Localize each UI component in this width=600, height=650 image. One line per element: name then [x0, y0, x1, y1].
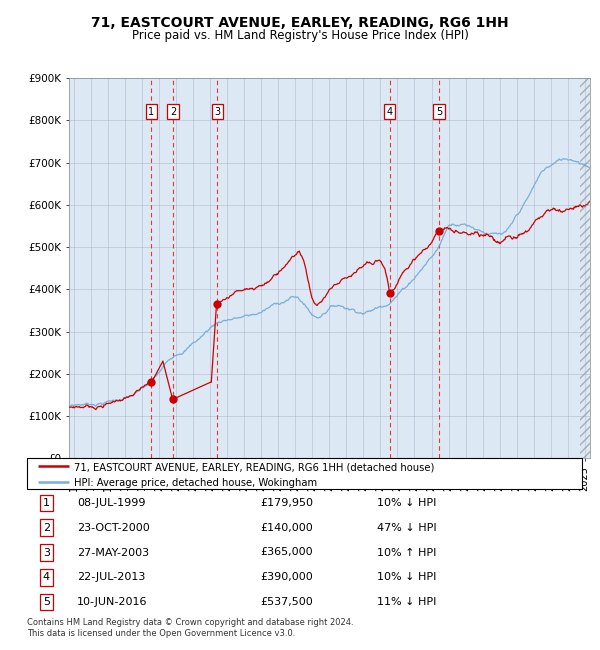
- Text: 4: 4: [387, 107, 393, 117]
- Text: Contains HM Land Registry data © Crown copyright and database right 2024.: Contains HM Land Registry data © Crown c…: [27, 618, 353, 627]
- Text: 71, EASTCOURT AVENUE, EARLEY, READING, RG6 1HH: 71, EASTCOURT AVENUE, EARLEY, READING, R…: [91, 16, 509, 30]
- Text: 3: 3: [43, 547, 50, 558]
- Text: £140,000: £140,000: [260, 523, 313, 533]
- Text: HPI: Average price, detached house, Wokingham: HPI: Average price, detached house, Woki…: [74, 478, 317, 488]
- FancyBboxPatch shape: [27, 458, 582, 489]
- Text: 10% ↓ HPI: 10% ↓ HPI: [377, 498, 436, 508]
- Text: 27-MAY-2003: 27-MAY-2003: [77, 547, 149, 558]
- Text: 47% ↓ HPI: 47% ↓ HPI: [377, 523, 436, 533]
- Bar: [580, 78, 596, 458]
- Text: 2: 2: [43, 523, 50, 533]
- Text: 08-JUL-1999: 08-JUL-1999: [77, 498, 145, 508]
- Text: 10% ↓ HPI: 10% ↓ HPI: [377, 572, 436, 582]
- Text: 1: 1: [43, 498, 50, 508]
- Text: 1: 1: [148, 107, 154, 117]
- Text: 71, EASTCOURT AVENUE, EARLEY, READING, RG6 1HH (detached house): 71, EASTCOURT AVENUE, EARLEY, READING, R…: [74, 463, 434, 473]
- Text: This data is licensed under the Open Government Licence v3.0.: This data is licensed under the Open Gov…: [27, 629, 295, 638]
- Text: 3: 3: [214, 107, 220, 117]
- Text: 4: 4: [43, 572, 50, 582]
- Text: 22-JUL-2013: 22-JUL-2013: [77, 572, 145, 582]
- Text: £365,000: £365,000: [260, 547, 313, 558]
- Text: 2: 2: [170, 107, 176, 117]
- Text: £179,950: £179,950: [260, 498, 313, 508]
- Text: £537,500: £537,500: [260, 597, 313, 607]
- Text: 10% ↑ HPI: 10% ↑ HPI: [377, 547, 436, 558]
- Text: 5: 5: [436, 107, 442, 117]
- Text: 10-JUN-2016: 10-JUN-2016: [77, 597, 148, 607]
- Text: £390,000: £390,000: [260, 572, 313, 582]
- Text: 5: 5: [43, 597, 50, 607]
- Text: 23-OCT-2000: 23-OCT-2000: [77, 523, 150, 533]
- Text: Price paid vs. HM Land Registry's House Price Index (HPI): Price paid vs. HM Land Registry's House …: [131, 29, 469, 42]
- Text: 11% ↓ HPI: 11% ↓ HPI: [377, 597, 436, 607]
